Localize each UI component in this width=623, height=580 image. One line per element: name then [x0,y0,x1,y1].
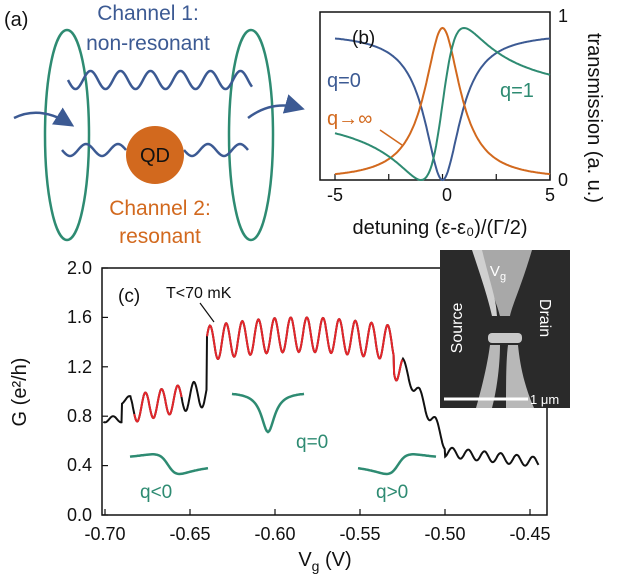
curve-label-q0: q=0 [327,70,361,92]
channel1-subtitle: non-resonant [86,32,210,55]
inset-vg-label: Vg [490,263,506,283]
c-ytick-4: 1.6 [67,307,92,327]
b-xlabel: detuning (ε-ε₀)/(Γ/2) [353,217,528,239]
temp-pointer [199,302,215,323]
panel-b-label: (b) [352,28,375,49]
panel-c-label: (c) [118,286,140,307]
c-xlabel: Vg (V) [298,549,351,574]
gate-bottom-right [506,345,534,408]
panel-b-frame [319,11,551,181]
gate-bottom-left [476,345,500,408]
fit-trace [133,316,404,423]
gate-top [478,250,532,316]
sem-inset: Vg Source Drain 1 μm [440,250,570,408]
panel-c-ticks [102,267,531,516]
channel2-wave-left [61,142,127,158]
c-ytick-3: 1.2 [67,357,92,377]
qinf-pointer [379,129,403,146]
panel-c: (c) T<70 mK q<0 q=0 q>0 Vg Source Drain … [9,250,570,574]
inset-source-label: Source [449,303,466,354]
qd-label: QD [140,145,170,167]
gate-plunger [488,333,522,343]
c-ytick-5: 2.0 [67,258,92,278]
b-xtick-0: -5 [327,185,343,205]
c-ytick-0: 0.0 [67,505,92,525]
c-ytick-1: 0.4 [67,455,92,475]
scale-bar-label: 1 μm [530,392,559,407]
left-lead-ellipse [43,28,91,242]
gate-top-highlight [472,250,497,316]
series-q1 [334,26,551,182]
c-xtick-5: -0.45 [509,524,550,544]
c-xtick-2: -0.60 [254,524,295,544]
c-xtick-1: -0.65 [169,524,210,544]
label-q-negative: q<0 [140,482,172,503]
curve-label-q1: q=1 [500,80,534,102]
quantum-dot [126,126,184,184]
c-ylabel: G (e²/h) [9,358,31,427]
b-ytick-1: 1 [558,6,568,26]
temperature-note: T<70 mK [166,285,232,302]
shape-q-negative [129,453,209,476]
c-ytick-2: 0.8 [67,406,92,426]
channel2-wave-right [183,142,249,158]
panel-b: (b) q=0 q→∞ q=1 -5 0 5 0 1 detuning (ε-ε… [319,6,605,239]
channel1-wave [66,69,254,91]
series-qinf [334,26,551,176]
c-xtick-4: -0.50 [424,524,465,544]
b-ytick-0: 0 [558,170,568,190]
incoming-arrow [13,107,75,127]
channel2-title: Channel 2: [109,197,211,220]
label-q-positive: q>0 [376,482,408,503]
curve-label-qinf: q→∞ [327,108,372,130]
channel1-title: Channel 1: [97,2,199,25]
shape-q-positive [357,453,437,476]
b-xtick-2: 5 [545,185,555,205]
inset-drain-label: Drain [536,299,553,337]
outgoing-arrow [247,94,305,120]
series-q0 [334,37,551,182]
b-xtick-1: 0 [442,185,452,205]
label-q-zero: q=0 [296,432,328,453]
channel2-subtitle: resonant [119,225,201,248]
panel-a: (a) Channel 1: non-resonant QD Channel 2… [4,2,305,248]
c-xtick-0: -0.70 [84,524,125,544]
c-xtick-3: -0.55 [339,524,380,544]
panel-a-label: (a) [4,9,28,31]
shape-q-zero [231,392,305,434]
right-lead-ellipse [227,28,275,242]
b-ylabel: transmission (a. u.) [583,33,605,203]
